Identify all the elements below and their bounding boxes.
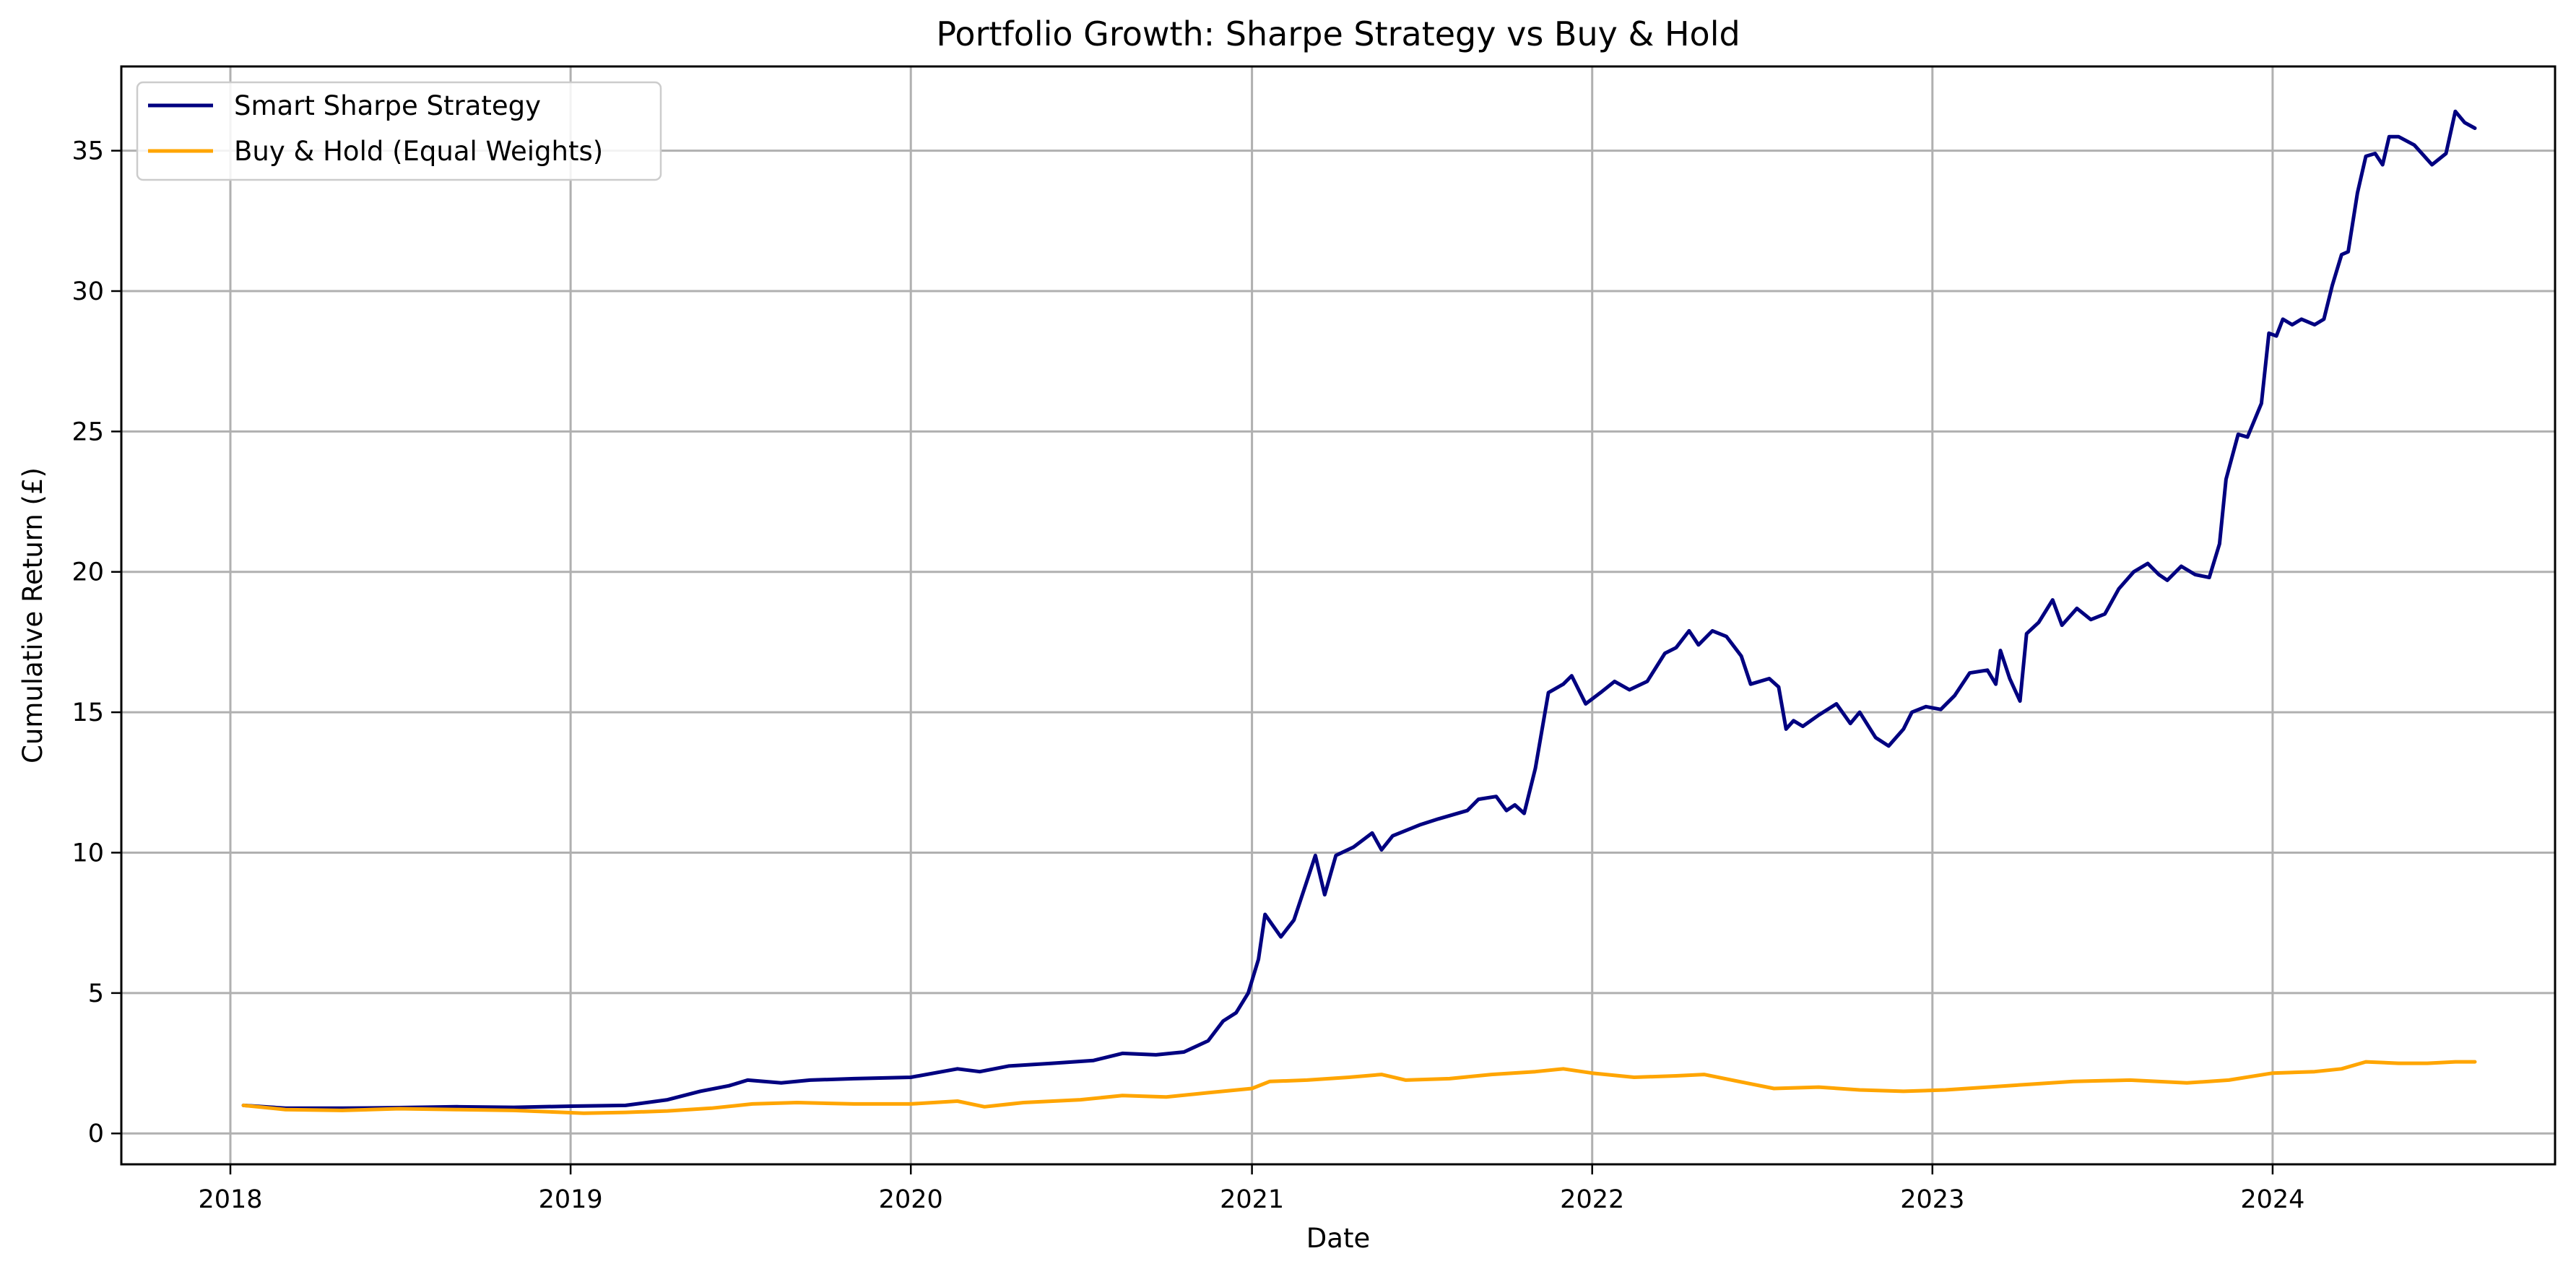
ticks: 2018 2019 2020 2021 2022 2023 2024 0 5 10 15 20 25 30… (71, 137, 2304, 1214)
x-tick-label: 2022 (1560, 1185, 1624, 1214)
y-tick-label: 15 (71, 698, 104, 727)
y-tick-label: 25 (71, 417, 104, 446)
chart-title: Portfolio Growth: Sharpe Strategy vs Buy… (936, 14, 1740, 53)
y-tick-label: 10 (71, 839, 104, 867)
legend: Smart Sharpe Strategy Buy & Hold (Equal … (136, 81, 662, 181)
x-tick-label: 2024 (2240, 1185, 2304, 1214)
y-tick-label: 30 (71, 277, 104, 306)
series-line-smart-sharpe-strategy (241, 109, 2477, 1110)
grid (121, 66, 2555, 1164)
series-line-buy-and-hold (241, 1060, 2477, 1115)
x-tick-label: 2019 (539, 1185, 603, 1214)
legend-label-buy-and-hold: Buy & Hold (Equal Weights) (234, 136, 603, 167)
legend-label-smart-sharpe-strategy: Smart Sharpe Strategy (234, 90, 541, 121)
x-axis-label: Date (1306, 1223, 1370, 1254)
y-tick-label: 20 (71, 558, 104, 587)
plot-frame (120, 65, 2557, 1166)
series-layer (241, 109, 2477, 1115)
y-tick-label: 5 (88, 979, 104, 1008)
legend-box (136, 81, 662, 181)
y-axis-label: Cumulative Return (£) (17, 467, 48, 763)
x-tick-label: 2018 (198, 1185, 262, 1214)
x-tick-label: 2023 (1900, 1185, 1964, 1214)
x-tick-label: 2020 (879, 1185, 943, 1214)
x-tick-label: 2021 (1220, 1185, 1284, 1214)
y-tick-label: 35 (71, 137, 104, 166)
y-tick-label: 0 (88, 1120, 104, 1148)
